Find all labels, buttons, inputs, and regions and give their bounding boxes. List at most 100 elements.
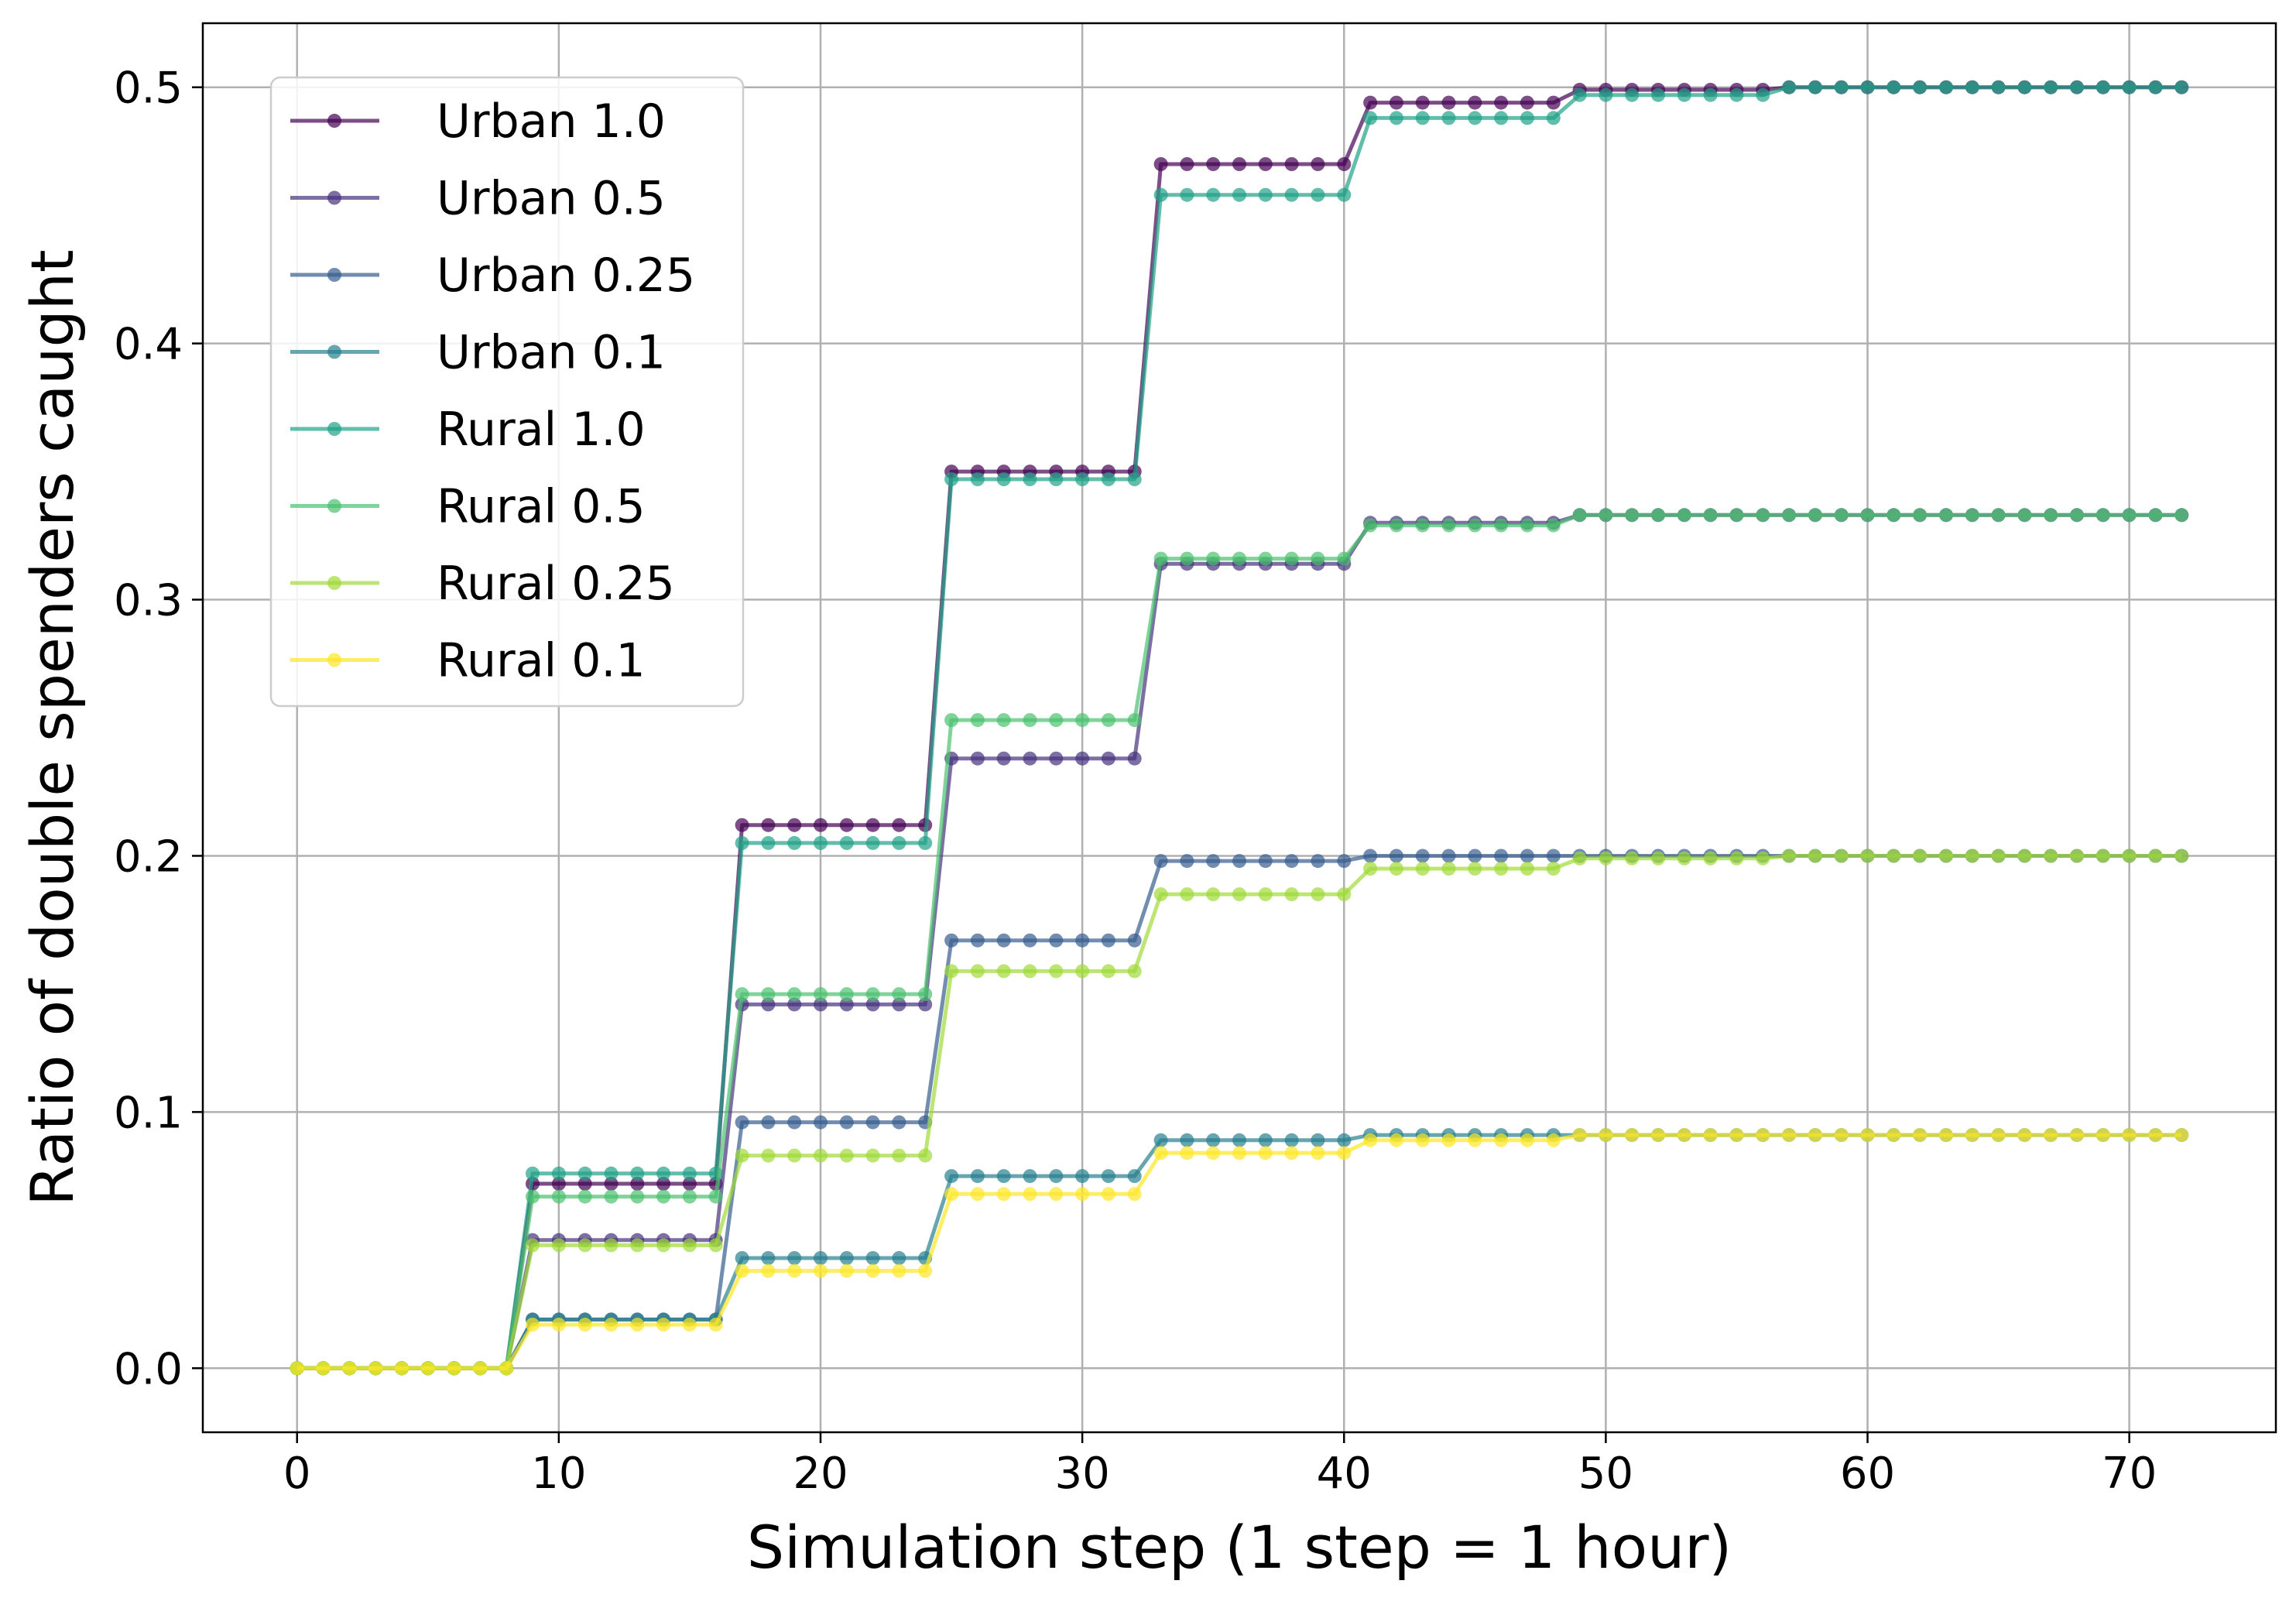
data-point (761, 1251, 776, 1265)
data-point (1127, 1169, 1142, 1184)
data-point (1180, 157, 1194, 171)
data-point (735, 1148, 749, 1163)
data-point (656, 1189, 671, 1204)
data-point (630, 1238, 645, 1253)
data-point (473, 1361, 488, 1376)
data-point (1599, 508, 1613, 523)
data-point (526, 1238, 540, 1253)
data-point (1232, 854, 1246, 869)
data-point (1441, 849, 1456, 863)
data-point (1049, 1187, 1064, 1202)
data-point (1886, 508, 1901, 523)
data-point (970, 933, 985, 948)
data-point (1153, 551, 1168, 566)
data-point (1075, 1187, 1090, 1202)
data-point (2070, 1128, 2084, 1143)
data-point (1703, 508, 1718, 523)
data-point (1520, 862, 1534, 876)
data-point (551, 1318, 566, 1332)
data-point (865, 1263, 880, 1278)
y-tick-label: 0.4 (114, 320, 183, 370)
data-point (2044, 1128, 2058, 1143)
data-point (1415, 95, 1430, 110)
data-point (1153, 157, 1168, 171)
data-point (551, 1177, 566, 1191)
data-point (682, 1189, 697, 1204)
data-point (1625, 1128, 1640, 1143)
data-point (1494, 111, 1509, 125)
y-tick-label: 0.5 (114, 63, 183, 114)
data-point (2017, 80, 2032, 94)
data-point (1860, 1128, 1875, 1143)
x-tick-label: 70 (2102, 1449, 2157, 1499)
data-point (1153, 1133, 1168, 1147)
data-point (1415, 111, 1430, 125)
data-point (1415, 518, 1430, 533)
legend-item: Urban 0.5 (290, 172, 666, 226)
data-point (1834, 849, 1849, 863)
data-point (1363, 862, 1378, 876)
data-point (1651, 1128, 1665, 1143)
data-point (1311, 854, 1325, 869)
data-point (1023, 751, 1037, 766)
legend-marker (327, 653, 341, 667)
data-point (892, 818, 906, 832)
data-point (1180, 187, 1194, 202)
y-tick-label: 0.1 (114, 1088, 183, 1138)
data-point (630, 1189, 645, 1204)
data-point (1886, 1128, 1901, 1143)
data-point (1860, 849, 1875, 863)
data-point (551, 1166, 566, 1181)
data-point (1127, 964, 1142, 979)
data-point (551, 1189, 566, 1204)
legend-box (269, 76, 745, 708)
data-point (1546, 849, 1561, 863)
data-point (761, 835, 776, 850)
data-point (865, 1148, 880, 1163)
x-tick-label: 50 (1578, 1449, 1633, 1499)
data-point (1389, 111, 1403, 125)
x-axis-title: Simulation step (1 step = 1 hour) (747, 1513, 1732, 1582)
data-point (839, 987, 854, 1002)
data-point (1756, 87, 1770, 102)
data-point (735, 818, 749, 832)
data-point (1284, 854, 1299, 869)
data-point (447, 1361, 461, 1376)
data-point (735, 1115, 749, 1130)
data-point (1153, 187, 1168, 202)
data-point (1756, 1128, 1770, 1143)
x-tick-label: 60 (1840, 1449, 1895, 1499)
legend-item: Urban 1.0 (290, 94, 666, 149)
data-point (1939, 80, 1953, 94)
data-point (1729, 1128, 1744, 1143)
data-point (1572, 508, 1587, 523)
legend-marker (327, 114, 341, 128)
data-point (1049, 751, 1064, 766)
legend-label: Rural 0.5 (437, 480, 646, 534)
data-point (1441, 862, 1456, 876)
data-point (1468, 95, 1482, 110)
data-point (342, 1361, 357, 1376)
data-point (2148, 80, 2163, 94)
data-point (1389, 518, 1403, 533)
data-point (761, 987, 776, 1002)
data-point (316, 1361, 331, 1376)
data-point (787, 1115, 802, 1130)
data-point (1991, 1128, 2006, 1143)
legend-item: Rural 0.5 (290, 480, 646, 534)
data-point (1651, 508, 1665, 523)
data-point (1258, 1133, 1273, 1147)
data-point (1075, 1169, 1090, 1184)
data-point (1206, 157, 1221, 171)
data-point (1520, 518, 1534, 533)
data-point (1101, 472, 1115, 486)
data-point (865, 1251, 880, 1265)
legend-item: Rural 0.1 (290, 634, 646, 688)
data-point (2148, 1128, 2163, 1143)
data-point (1363, 1133, 1378, 1147)
data-point (1546, 95, 1561, 110)
data-point (865, 835, 880, 850)
data-point (839, 1263, 854, 1278)
legend-item: Rural 1.0 (290, 403, 646, 457)
